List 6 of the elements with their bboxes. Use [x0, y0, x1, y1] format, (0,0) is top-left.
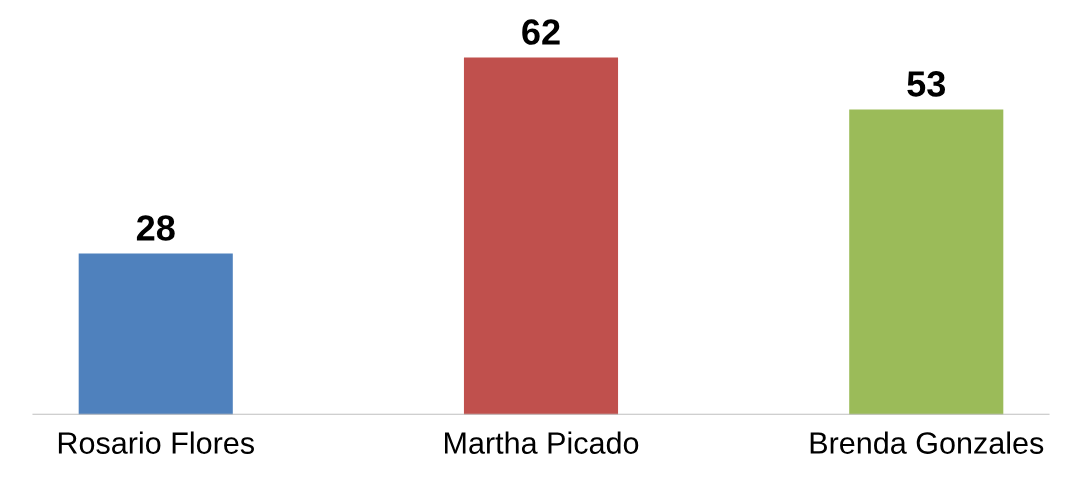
x-tick-label: Rosario Flores [58, 431, 254, 454]
data-label: 28 [136, 215, 175, 241]
data-label: 62 [522, 19, 560, 45]
x-tick-label: Brenda Gonzales [810, 431, 1044, 454]
x-tick-label: Martha Picado [445, 431, 639, 454]
data-label: 53 [907, 71, 946, 97]
